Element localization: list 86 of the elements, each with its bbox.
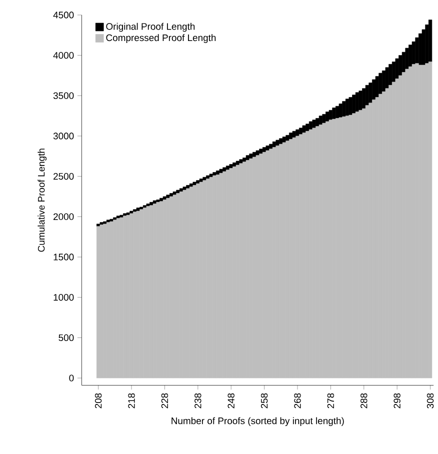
y-tick-label: 3000: [53, 132, 74, 140]
bar: [199, 182, 204, 378]
y-tick-label: 4000: [53, 52, 74, 59]
x-tick-label: 268: [294, 393, 301, 408]
bar: [405, 48, 409, 70]
bar: [256, 150, 260, 156]
bar: [402, 72, 406, 378]
legend-label: Compressed Proof Length: [106, 34, 216, 43]
bar: [103, 221, 107, 224]
bar: [368, 82, 372, 104]
bar: [365, 85, 370, 106]
bar: [332, 108, 336, 120]
bar: [412, 41, 416, 64]
bar: [306, 124, 310, 132]
bar: [100, 222, 104, 225]
x-tick-label: 248: [228, 393, 234, 408]
x-tick-label: 228: [161, 393, 168, 408]
bar: [276, 140, 280, 146]
y-tick-label: 2000: [54, 213, 74, 220]
bar: [282, 136, 286, 143]
bar: [312, 120, 316, 128]
y-tick-label: 4500: [53, 12, 74, 18]
bar: [219, 168, 223, 174]
x-tick-label: 238: [194, 393, 202, 408]
x-tick-label: 278: [327, 393, 334, 408]
x-tick-label: 288: [360, 393, 368, 408]
bar: [402, 52, 406, 72]
y-tick-label: 1000: [54, 294, 74, 301]
bar: [352, 94, 356, 114]
x-tick-label: 308: [426, 393, 434, 408]
bar: [415, 37, 419, 64]
y-tick-label: 0: [69, 374, 74, 382]
bar: [348, 97, 352, 116]
bar: [222, 167, 226, 172]
x-tick-label: 298: [394, 393, 400, 408]
x-tick-label: 258: [260, 393, 268, 408]
bar: [236, 164, 240, 378]
bar: [229, 164, 233, 168]
bar: [166, 194, 170, 198]
bar: [269, 144, 273, 150]
bar: [292, 131, 296, 138]
legend-label: Original Proof Length: [106, 22, 195, 32]
bar: [338, 104, 342, 118]
bar: [162, 200, 167, 378]
bar: [236, 160, 240, 166]
x-tick-label: 218: [128, 393, 135, 408]
bar: [140, 206, 144, 210]
y-axis-title: Cumulative Proof Length: [38, 148, 47, 252]
bar: [328, 110, 332, 120]
y-tick-label: 1500: [54, 254, 74, 260]
bar: [130, 210, 134, 214]
bar: [318, 116, 323, 125]
bar: [282, 142, 286, 378]
bar: [249, 154, 253, 159]
bar: [318, 124, 323, 378]
bar: [286, 135, 290, 141]
bar: [156, 200, 160, 202]
bar: [342, 101, 346, 117]
bar: [259, 148, 263, 154]
x-tick-label: 208: [94, 393, 102, 408]
bar: [239, 159, 243, 164]
bar: [302, 125, 306, 133]
bar: [428, 20, 432, 62]
bar: [322, 114, 326, 124]
bar: [209, 174, 213, 178]
bar: [246, 155, 250, 160]
bar: [388, 64, 392, 86]
y-tick-label: 2500: [54, 172, 74, 180]
bar: [192, 182, 196, 186]
bar: [378, 72, 382, 94]
bar: [428, 62, 432, 378]
y-tick-label: 3500: [53, 92, 74, 100]
bar: [375, 76, 379, 98]
bar: [176, 190, 180, 194]
bar: [385, 67, 389, 89]
bar: [116, 218, 120, 378]
y-tick-label: 500: [58, 334, 74, 342]
bar: [358, 90, 362, 110]
bar: [120, 214, 124, 218]
bar: [146, 204, 150, 206]
bar: [116, 216, 120, 218]
x-axis-title: Number of Proofs (sorted by input length): [172, 417, 344, 426]
bar: [296, 129, 300, 136]
bar: [162, 196, 167, 200]
bar: [395, 58, 399, 79]
bar: [365, 105, 370, 378]
